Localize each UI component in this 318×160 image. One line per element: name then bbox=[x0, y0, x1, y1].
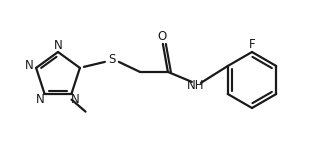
Text: N: N bbox=[25, 59, 34, 72]
Text: N: N bbox=[54, 39, 62, 52]
Text: NH: NH bbox=[187, 79, 204, 92]
Text: S: S bbox=[108, 53, 115, 66]
Text: N: N bbox=[36, 93, 45, 106]
Text: F: F bbox=[249, 37, 255, 51]
Text: O: O bbox=[157, 30, 167, 43]
Text: N: N bbox=[71, 93, 80, 106]
